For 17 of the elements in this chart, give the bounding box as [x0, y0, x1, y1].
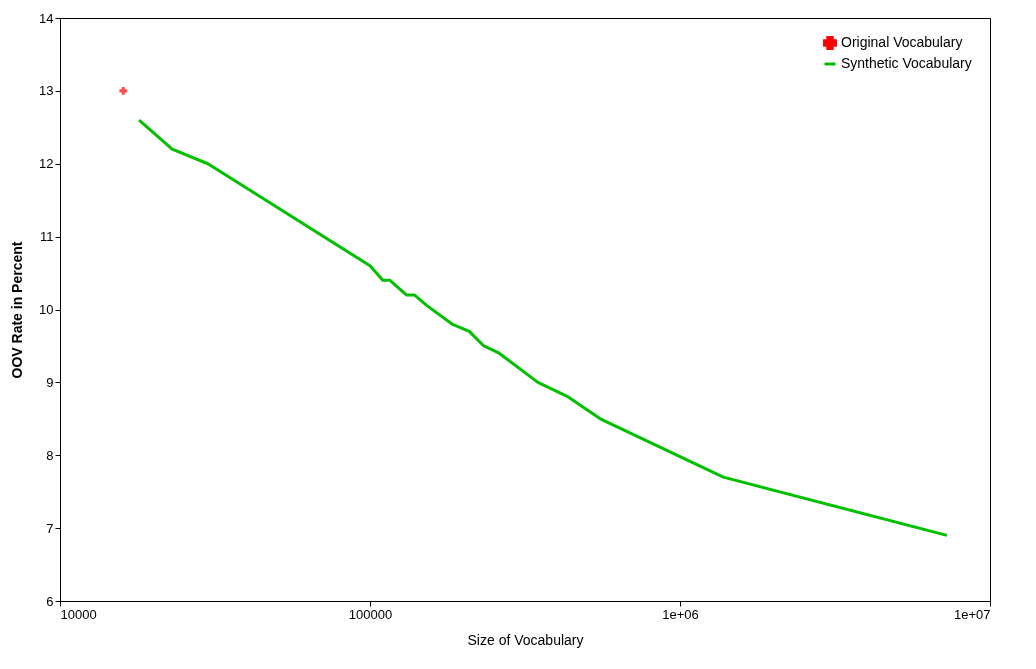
- y-tick-label: 9: [46, 374, 54, 390]
- y-tick-label: 7: [46, 520, 54, 536]
- x-tick-label: 1e+07: [953, 606, 991, 622]
- y-tick-label: 8: [46, 447, 54, 463]
- legend-label: Original Vocabulary: [841, 34, 963, 50]
- x-tick-label: 10000: [60, 606, 97, 622]
- y-axis-title: OOV Rate in Percent: [9, 241, 26, 379]
- y-tick-label: 10: [39, 302, 54, 317]
- y-tick-label: 12: [39, 156, 54, 172]
- y-tick-label: 13: [39, 83, 54, 99]
- legend-label: Synthetic Vocabulary: [841, 55, 972, 71]
- x-tick-label: 100000: [348, 606, 393, 622]
- x-tick-label: 1e+06: [662, 606, 699, 622]
- y-tick-label: 11: [40, 229, 54, 245]
- y-tick-label: 14: [39, 10, 54, 26]
- x-axis-title: Size of Vocabulary: [467, 631, 584, 648]
- y-tick-label: 6: [46, 593, 54, 609]
